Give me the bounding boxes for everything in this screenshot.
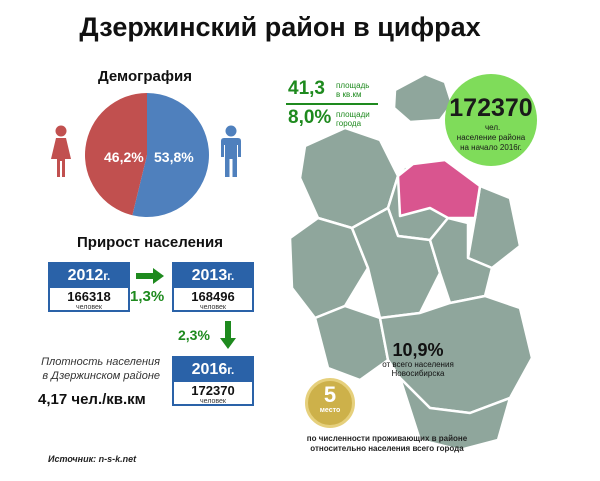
city-share-value: 10,9% bbox=[358, 340, 478, 361]
year-box-2012: 2012г. 166318 человек bbox=[48, 262, 130, 312]
year-2012-label: 2012 bbox=[68, 267, 104, 284]
density-label-line2: в Дзержинском районе bbox=[10, 369, 160, 383]
area-value: 41,3 bbox=[288, 78, 325, 100]
male-icon bbox=[220, 125, 242, 179]
density-label: Плотность населения в Дзержинском районе bbox=[10, 355, 160, 383]
year-2013-suffix: г. bbox=[227, 269, 234, 283]
arrow-down-icon bbox=[220, 321, 236, 349]
map-district-north bbox=[394, 74, 452, 122]
city-share-label-line2: Новосибирска bbox=[338, 369, 498, 378]
rank-label: по численности проживающих в районе отно… bbox=[282, 434, 492, 454]
area-label: площадь в кв.км bbox=[336, 81, 369, 99]
year-2016-suffix: г. bbox=[227, 363, 234, 377]
pie-label-male: 53,8% bbox=[154, 149, 194, 165]
year-2016-header: 2016г. bbox=[174, 358, 252, 382]
demography-pie: 46,2% 53,8% bbox=[84, 92, 210, 218]
rank-label-line2: относительно населения всего города bbox=[282, 444, 492, 454]
growth-pct-1: 1,3% bbox=[130, 288, 164, 305]
population-badge-unit: чел. bbox=[445, 123, 537, 133]
area-label-line2: в кв.км bbox=[336, 90, 369, 99]
year-2012-unit: человек bbox=[50, 304, 128, 312]
rank-coin: 5 место bbox=[305, 378, 355, 428]
pie-label-female: 46,2% bbox=[104, 149, 144, 165]
rank-label-line1: по численности проживающих в районе bbox=[282, 434, 492, 444]
growth-title: Прирост населения bbox=[60, 234, 240, 251]
area-share: 8,0% bbox=[288, 107, 331, 129]
area-share-label-line1: площади bbox=[336, 110, 370, 119]
year-2016-label: 2016 bbox=[192, 361, 228, 378]
area-label-line1: площадь bbox=[336, 81, 369, 90]
year-2013-label: 2013 bbox=[192, 267, 228, 284]
area-share-label: площади города bbox=[336, 110, 370, 128]
map-district-dzerzhinsky bbox=[398, 160, 480, 218]
growth-pct-2: 2,3% bbox=[178, 327, 210, 343]
area-divider bbox=[286, 103, 378, 105]
demography-title: Демография bbox=[80, 68, 210, 85]
rank-word: место bbox=[308, 407, 352, 415]
city-share-label-line1: от всего населения bbox=[338, 360, 498, 369]
arrow-right-icon bbox=[136, 268, 164, 284]
year-2012-suffix: г. bbox=[103, 269, 110, 283]
year-box-2013: 2013г. 168496 человек bbox=[172, 262, 254, 312]
female-icon bbox=[50, 125, 72, 179]
area-share-label-line2: города bbox=[336, 119, 370, 128]
page-title: Дзержинский район в цифрах bbox=[0, 12, 560, 43]
density-value: 4,17 чел./кв.км bbox=[38, 391, 146, 408]
density-label-line1: Плотность населения bbox=[10, 355, 160, 369]
source-note: Источник: n-s-k.net bbox=[48, 454, 136, 464]
year-2016-unit: человек bbox=[174, 398, 252, 406]
city-share-label: от всего населения Новосибирска bbox=[338, 360, 498, 378]
year-2013-unit: человек bbox=[174, 304, 252, 312]
population-badge-label-line2: на начало 2016г. bbox=[445, 143, 537, 153]
rank-number: 5 bbox=[308, 383, 352, 407]
year-2012-header: 2012г. bbox=[50, 264, 128, 288]
population-badge-value: 172370 bbox=[445, 94, 537, 123]
year-2012-value: 166318 bbox=[50, 290, 128, 304]
population-badge-label-line1: население района bbox=[445, 133, 537, 143]
year-2013-header: 2013г. bbox=[174, 264, 252, 288]
year-2013-value: 168496 bbox=[174, 290, 252, 304]
year-2016-value: 172370 bbox=[174, 384, 252, 398]
year-box-2016: 2016г. 172370 человек bbox=[172, 356, 254, 406]
population-badge: 172370 чел. население района на начало 2… bbox=[445, 74, 537, 166]
